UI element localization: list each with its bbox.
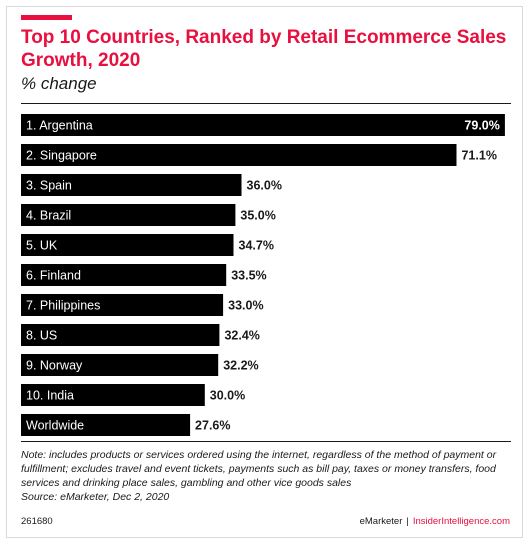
bar-5 — [21, 264, 227, 286]
brand-separator: | — [406, 516, 409, 527]
value-label-3: 35.0% — [240, 209, 275, 223]
category-label-1: 2. Singapore — [26, 149, 97, 163]
note-text: Note: includes products or services orde… — [21, 449, 497, 489]
chart-subtitle: % change — [21, 74, 97, 93]
accent-bar — [21, 15, 72, 20]
value-label-2: 36.0% — [247, 179, 282, 193]
chart-note: Note: includes products or services orde… — [21, 448, 511, 504]
value-label-10: 27.6% — [195, 419, 230, 433]
brand-insider-intelligence[interactable]: InsiderIntelligence.com — [412, 516, 510, 527]
value-label-1: 71.1% — [461, 149, 496, 163]
bar-1 — [21, 144, 457, 166]
bar-9 — [21, 384, 205, 406]
bar-3 — [21, 204, 236, 226]
value-label-6: 33.0% — [228, 299, 263, 313]
bar-10 — [21, 414, 191, 436]
value-label-8: 32.2% — [223, 359, 258, 373]
value-label-7: 32.4% — [224, 329, 259, 343]
category-label-5: 6. Finland — [26, 269, 81, 283]
value-label-5: 33.5% — [231, 269, 266, 283]
bar-0 — [21, 114, 505, 136]
category-label-3: 4. Brazil — [26, 209, 71, 223]
value-label-4: 34.7% — [239, 239, 274, 253]
category-label-9: 10. India — [26, 389, 74, 403]
category-label-2: 3. Spain — [26, 179, 72, 193]
chart-id: 261680 — [21, 516, 53, 527]
category-label-4: 5. UK — [26, 239, 58, 253]
bar-8 — [21, 354, 219, 376]
category-label-10: Worldwide — [26, 419, 84, 433]
bottom-rule — [21, 441, 511, 442]
bar-4 — [21, 234, 234, 256]
brand-footer: eMarketer | InsiderIntelligence.com — [360, 516, 510, 527]
category-label-8: 9. Norway — [26, 359, 83, 373]
value-label-0: 79.0% — [464, 119, 499, 133]
chart-title: Top 10 Countries, Ranked by Retail Ecomm… — [21, 27, 507, 71]
bar-6 — [21, 294, 224, 316]
brand-emarketer: eMarketer — [359, 516, 403, 527]
top-rule — [21, 103, 511, 104]
category-label-6: 7. Philippines — [26, 299, 100, 313]
bar-7 — [21, 324, 220, 346]
bar-2 — [21, 174, 242, 196]
category-label-7: 8. US — [26, 329, 57, 343]
category-label-0: 1. Argentina — [26, 119, 93, 133]
value-label-9: 30.0% — [210, 389, 245, 403]
source-text: Source: eMarketer, Dec 2, 2020 — [21, 491, 170, 503]
